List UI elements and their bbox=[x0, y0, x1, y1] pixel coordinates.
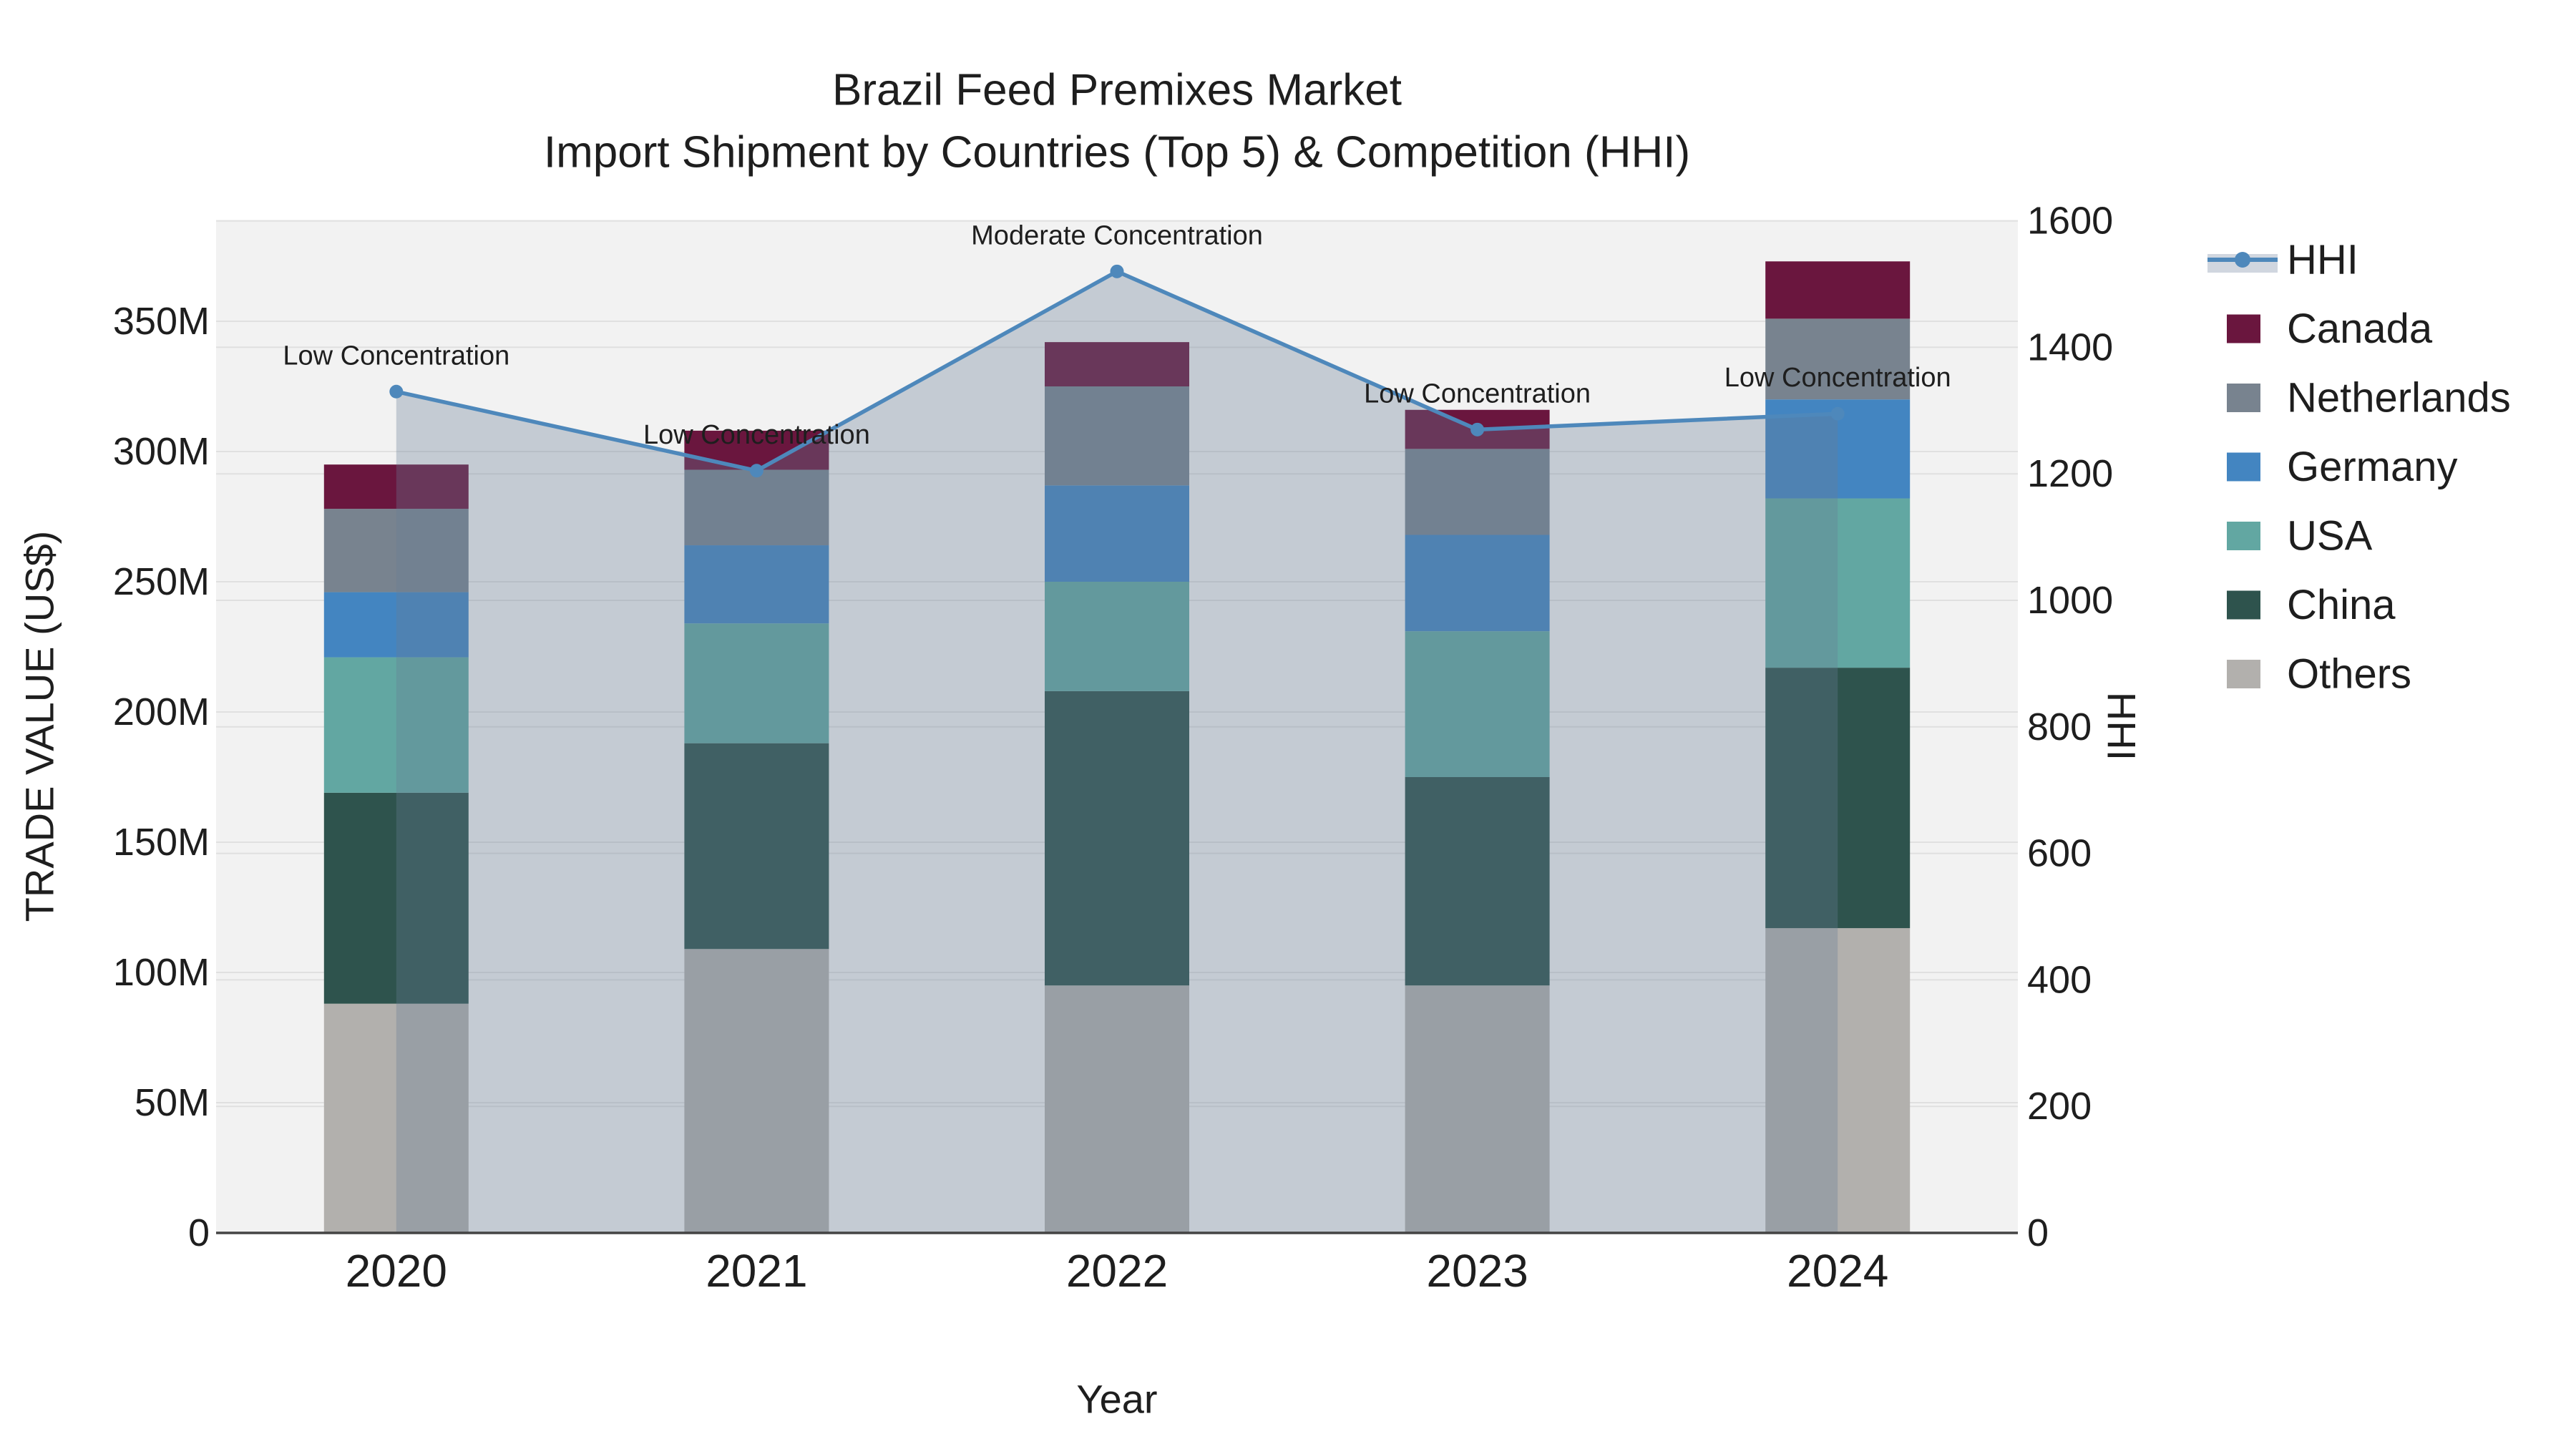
chart-title-line1: Brazil Feed Premixes Market bbox=[832, 66, 1402, 115]
legend-item-china: China bbox=[2227, 582, 2396, 628]
x-tick-label: 2021 bbox=[706, 1245, 807, 1297]
legend: HHI Canada Netherlands Germany USA China Other… bbox=[2207, 237, 2511, 698]
x-tick-label: 2022 bbox=[1066, 1245, 1168, 1297]
y-left-axis-title: TRADE VALUE (US$) bbox=[17, 531, 62, 922]
bar-segment-others bbox=[1765, 928, 1911, 1233]
legend-label: Others bbox=[2287, 651, 2411, 698]
y-right-axis-title: HHI bbox=[2099, 692, 2145, 761]
bar-segment-netherlands bbox=[1405, 449, 1550, 535]
annotation-2022: Moderate Concentration bbox=[971, 220, 1263, 250]
y-right-tick-label: 600 bbox=[2027, 832, 2092, 875]
legend-label: Germany bbox=[2287, 444, 2458, 490]
hhi-line bbox=[389, 264, 1845, 478]
annotation-2020: Low Concentration bbox=[283, 341, 509, 371]
y-right-tick-label: 200 bbox=[2027, 1085, 2092, 1128]
bar-segment-usa bbox=[1765, 498, 1911, 668]
bar-segment-canada bbox=[684, 430, 829, 470]
legend-label: USA bbox=[2287, 513, 2373, 560]
legend-item-germany: Germany bbox=[2227, 444, 2458, 490]
legend-swatch bbox=[2227, 452, 2260, 482]
bar-segment-usa bbox=[1045, 582, 1189, 691]
y-left-tick-label: 50M bbox=[135, 1081, 210, 1124]
y-right-tick-label: 1600 bbox=[2027, 200, 2113, 243]
legend-label: Netherlands bbox=[2287, 375, 2511, 421]
bar-segment-others bbox=[323, 1003, 469, 1233]
bar-segment-china bbox=[323, 792, 469, 1004]
legend-item-canada: Canada bbox=[2227, 306, 2433, 352]
bar-segment-usa bbox=[323, 657, 469, 793]
x-tick-label: 2024 bbox=[1787, 1245, 1888, 1297]
bar-segment-others bbox=[1405, 985, 1550, 1233]
y-left-tick-label: 250M bbox=[113, 560, 210, 603]
hhi-area-polygon bbox=[396, 271, 1838, 1233]
annotation-2021: Low Concentration bbox=[643, 420, 870, 450]
hhi-marker bbox=[1470, 422, 1485, 436]
y-right-tick-label: 400 bbox=[2027, 958, 2092, 1001]
x-axis-title: Year bbox=[1076, 1377, 1157, 1422]
tick-labels: 0 50M 100M 150M 200M 250M 300M 350M 0 200 400 600 80… bbox=[113, 200, 2113, 1297]
y-right-tick-label: 1400 bbox=[2027, 326, 2113, 369]
bar-segment-germany bbox=[1405, 535, 1550, 632]
hhi-marker bbox=[389, 384, 404, 399]
bar-segment-china bbox=[1405, 777, 1550, 986]
chart-title-line2: Import Shipment by Countries (Top 5) & C… bbox=[544, 128, 1690, 177]
bar-segment-others bbox=[1045, 985, 1189, 1233]
bar-segment-china bbox=[1765, 668, 1911, 929]
legend-item-usa: USA bbox=[2227, 513, 2373, 560]
legend-swatch bbox=[2227, 590, 2260, 620]
legend-hhi-marker bbox=[2235, 252, 2250, 268]
bar-segment-china bbox=[1045, 691, 1189, 986]
y-left-tick-label: 300M bbox=[113, 430, 210, 473]
legend-label: Canada bbox=[2287, 306, 2433, 352]
annotations: Low Concentration Low Concentration Modera… bbox=[283, 220, 1951, 449]
bar-segment-usa bbox=[1405, 631, 1550, 777]
hhi-marker bbox=[1830, 406, 1845, 421]
legend-item-others: Others bbox=[2227, 651, 2411, 698]
bar-segment-germany bbox=[323, 592, 469, 658]
y-left-tick-label: 100M bbox=[113, 951, 210, 994]
legend-label: HHI bbox=[2287, 237, 2358, 283]
y-right-tick-label: 0 bbox=[2027, 1211, 2049, 1254]
bar-segment-netherlands bbox=[323, 509, 469, 592]
y-right-tick-label: 1000 bbox=[2027, 579, 2113, 622]
bar-segment-germany bbox=[684, 545, 829, 624]
legend-swatch bbox=[2227, 384, 2260, 412]
legend-swatch bbox=[2227, 314, 2260, 343]
bar-segment-china bbox=[684, 743, 829, 950]
x-tick-label: 2020 bbox=[346, 1245, 447, 1297]
y-left-tick-label: 350M bbox=[113, 300, 210, 343]
bar-segment-canada bbox=[1045, 342, 1189, 386]
legend-item-hhi: HHI bbox=[2207, 237, 2358, 283]
legend-swatch bbox=[2227, 522, 2260, 550]
bar-segment-canada bbox=[1765, 261, 1911, 319]
bar-segment-usa bbox=[684, 623, 829, 743]
legend-item-netherlands: Netherlands bbox=[2227, 375, 2511, 421]
bar-segment-netherlands bbox=[684, 469, 829, 546]
bar-segment-netherlands bbox=[1045, 386, 1189, 486]
bar-segment-others bbox=[684, 949, 829, 1233]
legend-label: China bbox=[2287, 582, 2396, 628]
y-left-tick-label: 0 bbox=[188, 1211, 210, 1254]
annotation-2024: Low Concentration bbox=[1724, 363, 1951, 393]
x-tick-label: 2023 bbox=[1426, 1245, 1528, 1297]
y-right-tick-label: 800 bbox=[2027, 706, 2092, 748]
legend-swatch bbox=[2227, 660, 2260, 688]
bar-segment-netherlands bbox=[1765, 318, 1911, 400]
hhi-marker bbox=[749, 464, 763, 478]
y-left-tick-label: 200M bbox=[113, 691, 210, 733]
hhi-area-fill bbox=[396, 271, 1838, 1233]
bar-segment-germany bbox=[1045, 485, 1189, 582]
annotation-2023: Low Concentration bbox=[1364, 379, 1591, 409]
bar-segment-canada bbox=[323, 464, 469, 509]
stacked-bars bbox=[323, 261, 1911, 1233]
hhi-marker bbox=[1110, 264, 1124, 278]
y-right-tick-label: 1200 bbox=[2027, 452, 2113, 495]
y-left-tick-label: 150M bbox=[113, 821, 210, 864]
